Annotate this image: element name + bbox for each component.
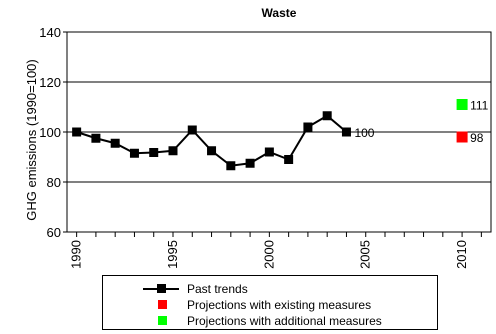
data-point: [187, 125, 197, 135]
legend-item-existing-measures: Projections with existing measures: [103, 297, 437, 313]
legend-item-additional-measures: Projections with additional measures: [103, 313, 437, 329]
x-tick-label: 1995: [165, 240, 180, 269]
data-point: [129, 148, 139, 158]
data-label: 111: [470, 99, 489, 113]
data-point: [91, 133, 101, 143]
plot-frame: [66, 31, 492, 233]
data-point: [226, 161, 236, 171]
data-point: [341, 127, 351, 137]
data-point: [456, 99, 468, 110]
legend-item-past-trends: Past trends: [103, 281, 437, 297]
data-label: 98: [470, 131, 484, 145]
data-point: [110, 138, 120, 148]
y-axis-label: GHG emissions (1990=100): [24, 59, 39, 221]
legend-label: Projections with existing measures: [187, 298, 372, 312]
data-point: [149, 148, 159, 157]
y-tick-label: 140: [39, 25, 61, 40]
data-point: [245, 158, 255, 168]
data-point: [264, 147, 274, 157]
x-tick-label: 2005: [358, 240, 373, 269]
y-tick-label: 60: [47, 225, 61, 240]
x-tick-label: 2000: [261, 240, 276, 269]
legend-swatch-red: [158, 300, 167, 309]
chart-title: Waste: [262, 6, 297, 20]
data-point: [72, 127, 82, 137]
data-point: [303, 122, 313, 132]
legend-label: Past trends: [187, 282, 248, 296]
data-label: 100: [354, 126, 374, 140]
legend-marker-swatch: [157, 284, 166, 293]
data-point: [322, 111, 332, 121]
x-tick-label: 2010: [454, 240, 469, 269]
y-tick-label: 100: [39, 125, 61, 140]
y-tick-label: 80: [47, 175, 61, 190]
data-point: [168, 146, 178, 156]
chart-legend: Past trends Projections with existing me…: [102, 275, 438, 330]
legend-swatch-green: [158, 316, 167, 325]
x-tick-label: 1990: [69, 240, 84, 269]
data-point: [284, 155, 294, 164]
legend-label: Projections with additional measures: [187, 314, 382, 328]
data-point: [456, 131, 468, 143]
y-tick-label: 120: [39, 75, 61, 90]
data-point: [207, 146, 217, 156]
